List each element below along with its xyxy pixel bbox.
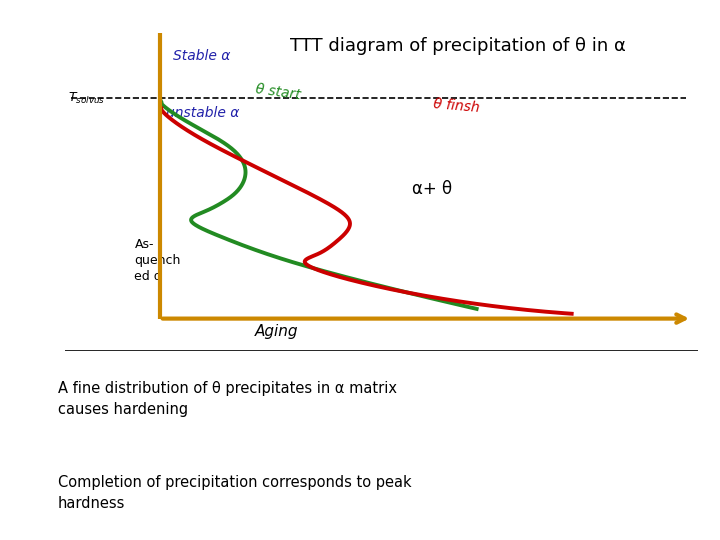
Text: unstable α: unstable α — [166, 106, 240, 120]
Text: A fine distribution of θ precipitates in α matrix
causes hardening: A fine distribution of θ precipitates in… — [58, 381, 397, 417]
Text: θ start: θ start — [255, 82, 302, 102]
Text: α+ θ: α+ θ — [413, 180, 452, 198]
Text: TTT diagram of precipitation of θ in α: TTT diagram of precipitation of θ in α — [289, 37, 626, 55]
Text: Stable α: Stable α — [173, 49, 230, 63]
Text: Completion of precipitation corresponds to peak
hardness: Completion of precipitation corresponds … — [58, 475, 411, 511]
Text: T$_{solvus}$: T$_{solvus}$ — [68, 91, 105, 106]
Text: Aging: Aging — [255, 324, 298, 339]
Text: θ finsh: θ finsh — [432, 97, 480, 116]
Text: As-
quench
ed α: As- quench ed α — [135, 238, 181, 282]
